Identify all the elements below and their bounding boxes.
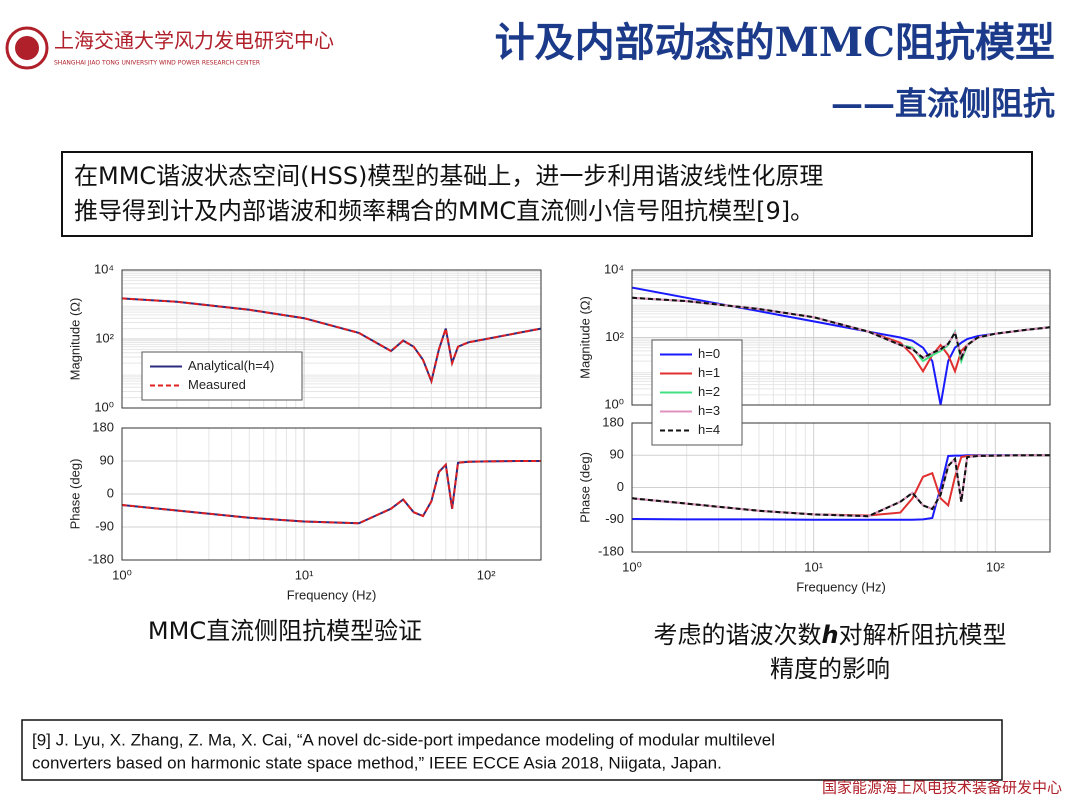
series-line [631, 296, 1051, 361]
caption-part: 考虑的谐波次数 [653, 621, 821, 649]
x-tick-label: 10² [477, 567, 496, 582]
y-tick-label: 10⁰ [94, 399, 114, 414]
y-tick-label: 90 [610, 447, 624, 462]
y-axis-label: Phase (deg) [67, 459, 82, 530]
y-tick-label: 90 [100, 452, 114, 467]
y-axis-label: Phase (deg) [577, 452, 592, 523]
x-tick-label: 10¹ [295, 567, 314, 582]
intro-box [61, 151, 1033, 237]
y-tick-label: -180 [88, 551, 114, 566]
legend-label: h=4 [698, 422, 720, 437]
reference-box [21, 719, 1003, 781]
reference-line: [9] J. Lyu, X. Zhang, Z. Ma, X. Cai, “A … [32, 730, 775, 749]
y-tick-label: 180 [602, 414, 624, 429]
y-tick-label: 180 [92, 419, 114, 434]
legend-label: h=0 [698, 346, 720, 361]
footer: 国家能源海上风电技术装备研发中心 [822, 779, 1062, 797]
legend-box [141, 351, 303, 401]
y-tick-label: 0 [617, 479, 624, 494]
x-tick-label: 10¹ [804, 559, 823, 574]
legend-label: Analytical(h=4) [188, 358, 274, 373]
plot-frame [121, 269, 542, 409]
caption-right-line2: 精度的影响 [770, 655, 890, 683]
y-tick-label: 10⁴ [94, 261, 114, 276]
caption-part: 对解析阻抗模型 [839, 621, 1007, 649]
x-tick-label: 10⁰ [112, 567, 132, 582]
legend-label: h=2 [698, 384, 720, 399]
y-tick-label: -180 [598, 543, 624, 558]
plot-frame [631, 269, 1051, 406]
x-tick-label: 10² [986, 559, 1005, 574]
logo-emblem-inner [15, 36, 39, 60]
y-tick-label: -90 [605, 511, 624, 526]
plot-frame [121, 427, 542, 561]
y-tick-label: 0 [107, 485, 114, 500]
logo-cn: 上海交通大学风力发电研究中心 [54, 29, 334, 53]
reference-line: converters based on harmonic state space… [32, 753, 722, 772]
x-axis-label: Frequency (Hz) [287, 587, 377, 602]
legend-label: h=3 [698, 403, 720, 418]
legend-label: h=1 [698, 365, 720, 380]
caption-left: MMC直流侧阻抗模型验证 [148, 617, 422, 645]
logo-en: SHANGHAI JIAO TONG UNIVERSITY WIND POWER… [54, 60, 260, 67]
intro-line: 在MMC谐波状态空间(HSS)模型的基础上，进一步利用谐波线性化原理 [74, 162, 823, 190]
y-axis-label: Magnitude (Ω) [67, 298, 82, 381]
caption-part: h [821, 621, 838, 649]
logo-emblem [5, 26, 49, 70]
y-tick-label: 10² [95, 330, 114, 345]
caption-right: 考虑的谐波次数h对解析阻抗模型 [653, 621, 1006, 649]
series-line [121, 460, 541, 525]
series-line [631, 454, 1050, 518]
x-axis-label: Frequency (Hz) [796, 579, 886, 594]
y-tick-label: -90 [95, 518, 114, 533]
y-tick-label: 10² [605, 329, 624, 344]
x-tick-label: 10⁰ [622, 559, 642, 574]
legend-label: Measured [188, 377, 246, 392]
slide-subtitle: ——直流侧阻抗 [831, 85, 1055, 123]
series-line [121, 297, 542, 385]
y-tick-label: 10⁰ [604, 396, 624, 411]
series-line [631, 286, 1051, 406]
y-axis-label: Magnitude (Ω) [577, 296, 592, 379]
plot-frame [631, 422, 1051, 553]
slide-title: 计及内部动态的MMC阻抗模型 [495, 19, 1055, 66]
intro-line: 推导得到计及内部谐波和频率耦合的MMC直流侧小信号阻抗模型[9]。 [74, 197, 814, 225]
y-tick-label: 10⁴ [604, 261, 624, 276]
